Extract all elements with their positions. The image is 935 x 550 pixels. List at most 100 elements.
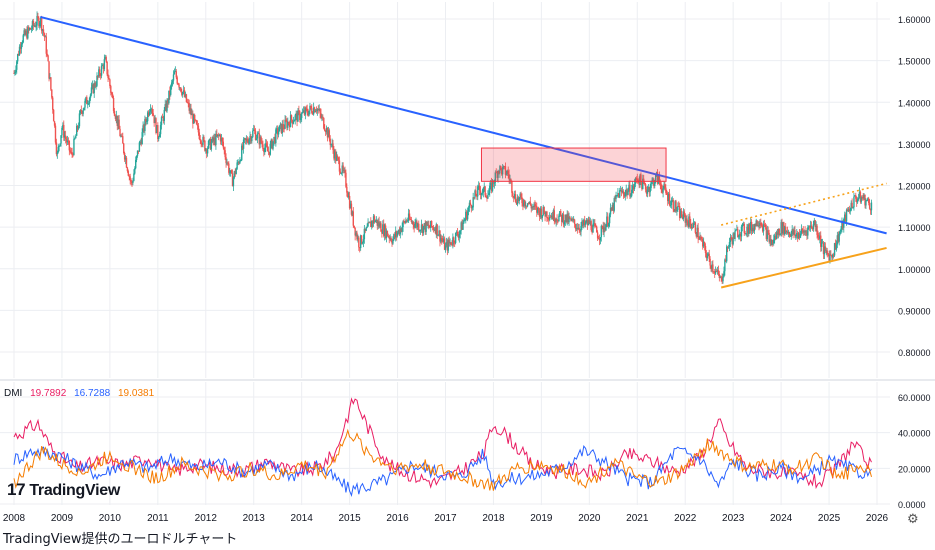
- candle-body: [419, 229, 422, 231]
- candle-body: [278, 125, 281, 132]
- candle-body: [720, 276, 722, 278]
- candle-body: [523, 200, 525, 206]
- time-tick-label: 2008: [3, 513, 26, 524]
- candle-body: [812, 224, 815, 230]
- candle-body: [707, 253, 709, 256]
- candle-body: [478, 185, 481, 191]
- candle-body: [125, 157, 128, 168]
- candle-body: [855, 195, 857, 199]
- candle-body: [297, 110, 299, 122]
- candle-body: [41, 29, 44, 31]
- tradingview-logo[interactable]: 17 TradingView: [7, 480, 120, 500]
- candle-body: [453, 237, 455, 243]
- candle-body: [678, 206, 681, 219]
- candle-body: [265, 143, 268, 147]
- candle-body: [458, 233, 461, 238]
- candle-body: [733, 233, 735, 239]
- candle-body: [37, 16, 39, 18]
- candle-body: [258, 133, 260, 145]
- candle-body: [511, 181, 513, 193]
- candle-body: [87, 103, 89, 105]
- price-tick-label: 1.10000: [898, 223, 931, 233]
- candle-body: [424, 223, 426, 232]
- time-tick-label: 2014: [291, 513, 314, 524]
- candle-body: [859, 191, 862, 202]
- time-axis[interactable]: 2008 2009 2010 2011 2012 2013 2014 2015 2016 2017…: [3, 513, 889, 524]
- candle-body: [857, 197, 860, 200]
- candle-body: [162, 117, 165, 121]
- candle-body: [343, 170, 345, 172]
- candle-body: [761, 225, 763, 227]
- price-candles: [13, 11, 873, 285]
- candle-body: [123, 152, 126, 160]
- candle-body: [580, 225, 582, 232]
- candle-body: [189, 108, 191, 111]
- candle-body: [134, 168, 136, 174]
- candle-body: [99, 69, 101, 76]
- candle-body: [159, 125, 162, 135]
- candle-body: [643, 182, 646, 185]
- candle-body: [221, 137, 224, 142]
- candle-body: [409, 219, 412, 220]
- candle-body: [709, 258, 711, 266]
- candle-body: [32, 21, 35, 26]
- chart-canvas[interactable]: 1.60000 1.50000 1.40000 1.30000 1.20000 1.100…: [0, 0, 935, 530]
- candle-body: [201, 144, 203, 146]
- candle-body: [94, 83, 96, 87]
- candle-body: [569, 217, 571, 219]
- candle-body: [735, 229, 737, 232]
- candle-body: [247, 141, 249, 144]
- candle-body: [402, 221, 404, 227]
- candle-body: [175, 71, 177, 78]
- candle-body: [173, 71, 176, 75]
- chart-container[interactable]: 1.60000 1.50000 1.40000 1.30000 1.20000 1.100…: [0, 0, 935, 530]
- candle-body: [790, 232, 792, 237]
- candle-body: [454, 242, 456, 244]
- candle-body: [769, 239, 771, 242]
- candle-body: [794, 230, 796, 237]
- candle-body: [626, 189, 628, 195]
- price-axis[interactable]: 1.60000 1.50000 1.40000 1.30000 1.20000 1.100…: [898, 15, 931, 358]
- candle-body: [819, 235, 821, 239]
- dmi-legend[interactable]: DMI 19.7892 16.7288 19.0381: [4, 388, 159, 399]
- candle-body: [131, 181, 133, 184]
- candle-body: [793, 230, 795, 235]
- candle-body: [139, 141, 142, 143]
- drawing-annotations[interactable]: [40, 15, 887, 289]
- candle-body: [324, 130, 327, 133]
- candle-body: [734, 231, 736, 239]
- candle-body: [64, 135, 66, 138]
- settings-gear-icon[interactable]: ⚙: [907, 511, 919, 526]
- candle-body: [786, 231, 789, 234]
- candle-body: [279, 123, 282, 126]
- candle-body: [169, 90, 171, 95]
- time-tick-label: 2021: [626, 513, 649, 524]
- time-tick-label: 2011: [147, 513, 169, 524]
- candle-body: [442, 238, 445, 242]
- candle-body: [743, 223, 745, 233]
- candle-body: [853, 196, 855, 208]
- candle-body: [240, 160, 242, 161]
- candle-body: [738, 233, 741, 237]
- candle-body: [126, 167, 129, 172]
- candle-body: [388, 236, 390, 239]
- candle-body: [241, 145, 244, 149]
- price-tick-label: 1.60000: [898, 15, 931, 25]
- candle-body: [741, 224, 744, 227]
- candle-body: [274, 136, 276, 144]
- candle-body: [267, 151, 270, 153]
- candle-body: [261, 142, 263, 145]
- candle-body: [485, 195, 487, 197]
- candle-body: [682, 211, 685, 219]
- candle-body: [234, 171, 236, 175]
- candle-body: [763, 224, 766, 226]
- candle-body: [231, 173, 234, 187]
- candle-body: [695, 232, 697, 237]
- candle-body: [81, 111, 83, 114]
- candle-body: [155, 118, 157, 134]
- candle-body: [758, 225, 760, 227]
- candle-body: [660, 184, 662, 190]
- dmi-axis[interactable]: 60.0000 40.0000 20.0000 0.0000: [898, 393, 931, 510]
- candle-body: [210, 142, 213, 150]
- candle-body: [587, 219, 590, 226]
